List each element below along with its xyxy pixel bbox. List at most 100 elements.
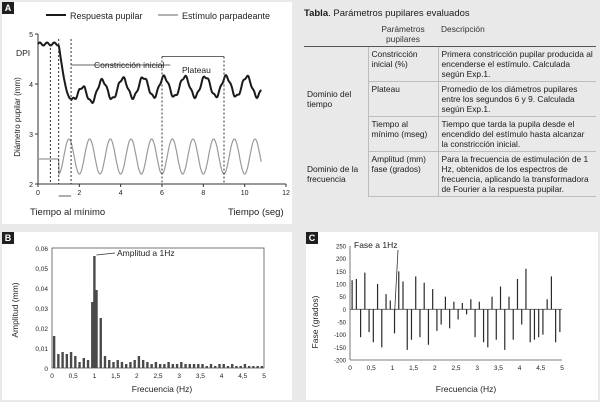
x-tick-label-b: 0 — [50, 373, 54, 380]
x-tick-label-c: 5 — [560, 365, 564, 372]
amplitude-bar — [52, 336, 56, 368]
x-tick-label-b: 1,5 — [111, 373, 120, 380]
y-axis-label-b: Amplitud (mm) — [10, 282, 20, 337]
y-tick-label-c: -50 — [337, 321, 346, 327]
amplitude-bar — [252, 366, 255, 368]
annotation-arrow-c — [394, 249, 399, 315]
amplitude-bar — [235, 366, 238, 368]
x-tick-label-c: 2,5 — [451, 365, 460, 372]
amplitude-bar — [78, 362, 81, 368]
panel-c-tag: C — [306, 232, 318, 244]
x-tick-label-b: 4 — [220, 373, 224, 380]
table-param: Plateau — [367, 81, 438, 117]
group-frecuencia: Dominio de la frecuencia — [307, 164, 359, 184]
x-tick-label-b: 3 — [177, 373, 181, 380]
amplitude-bar — [86, 360, 90, 368]
table-title-bold: Tabla — [304, 8, 329, 19]
amplitude-bar — [133, 360, 136, 368]
amplitude-bar — [158, 364, 162, 368]
amplitude-bar — [256, 366, 259, 368]
amplitude-bar — [184, 364, 187, 368]
x-tick-label-c: 0 — [348, 365, 352, 372]
x-tick-label-c: 1 — [391, 365, 395, 372]
amplitude-bar — [82, 358, 85, 368]
table-row: Dominio del tiempo Constricción inicial … — [304, 46, 596, 109]
amplitude-bar — [74, 356, 77, 368]
amplitude-bar — [93, 256, 96, 368]
x-axis-label-b: Frecuencia (Hz) — [132, 384, 193, 394]
table-title: Tabla. Parámetros pupilares evaluados — [304, 8, 470, 19]
table-row: Plateau Promedio de los diámetros pupila… — [304, 81, 596, 117]
amplitude-bar — [99, 318, 102, 368]
y-axis-label-c: Fase (grados) — [310, 295, 320, 348]
panel-b: B Amplitud (mm) Frecuencia (Hz) Amplitud… — [2, 232, 292, 400]
y-tick-label-c: 50 — [339, 295, 346, 301]
legend-stimulus-label: Estímulo parpadeante — [182, 11, 270, 21]
amplitude-bar — [231, 364, 234, 368]
amplitude-bar — [180, 362, 183, 368]
amplitude-bar — [137, 356, 141, 368]
time-to-min-label: Tiempo al mínimo — [30, 207, 105, 218]
amplitude-bar — [218, 364, 221, 368]
pupil-response-chart: Respuesta pupilar Estímulo parpadeante D… — [13, 11, 290, 218]
table-desc: Para la frecuencia de estimulación de 1 … — [437, 151, 596, 197]
x-tick-label-b: 1 — [93, 373, 97, 380]
annotation-fase: Fase a 1Hz — [354, 240, 397, 250]
amplitude-bar — [226, 366, 230, 368]
panel-a-tag: A — [2, 2, 14, 14]
x-tick-label-a: 4 — [119, 190, 123, 197]
amplitude-bar — [171, 364, 175, 368]
x-tick-label-c: 3,5 — [494, 365, 503, 372]
amplitude-bar — [205, 366, 208, 368]
x-tick-label-c: 4,5 — [536, 365, 545, 372]
legend-pupil-label: Respuesta pupilar — [70, 11, 143, 21]
amplitude-bar — [65, 354, 69, 368]
x-tick-label-b: 2 — [135, 373, 139, 380]
table-header-row: Parámetros pupilares Descripción — [304, 22, 596, 47]
y-tick-label-b: 0,04 — [35, 286, 48, 293]
amplitude-bar — [167, 362, 170, 368]
panel-a: A Respuesta pupilar Estímulo parpadeante… — [2, 2, 292, 224]
x-tick-label-a: 0 — [36, 190, 40, 197]
table-desc: Promedio de los diámetros pupilares entr… — [437, 81, 596, 117]
y-tick-label-b: 0,01 — [35, 346, 48, 353]
pupil-response-line — [37, 41, 262, 105]
table-param: Tiempo al mínimo (mseg) — [367, 116, 438, 152]
amplitude-bar — [108, 360, 111, 368]
amplitude-bar — [192, 364, 196, 368]
amplitude-bar — [112, 362, 115, 368]
amplitude-bar — [197, 364, 200, 368]
amplitude-bar — [239, 366, 242, 368]
y-tick-label-c: -150 — [334, 346, 347, 352]
time-axis-label: Tiempo (seg) — [228, 207, 284, 218]
y-axis-label-a: Diámetro pupilar (mm) — [13, 77, 22, 157]
table-row: Dominio de la frecuencia Amplitud (mm) f… — [304, 151, 596, 197]
x-tick-label-c: 4 — [518, 365, 522, 372]
amplitude-bar — [154, 362, 158, 368]
phase-spectrum-chart: Fase (grados) Frecuencia (Hz) Fase a 1Hz… — [310, 240, 564, 394]
amplitude-spectrum-chart: Amplitud (mm) Frecuencia (Hz) Amplitud a… — [10, 246, 266, 394]
x-tick-label-a: 12 — [282, 190, 290, 197]
amplitude-bar — [209, 364, 213, 368]
amplitude-bar — [175, 364, 179, 368]
amplitude-bar — [214, 366, 217, 368]
table-row: Tiempo al mínimo (mseg) Tiempo que tarda… — [304, 116, 596, 152]
y-tick-label-c: -100 — [334, 333, 347, 339]
table-header-descripcion: Descripción — [438, 22, 596, 47]
amplitude-bar — [116, 360, 119, 368]
table-header-empty — [304, 22, 368, 47]
y-tick-label-b: 0,02 — [35, 326, 48, 333]
x-tick-label-b: 5 — [262, 373, 266, 380]
y-tick-label-a: 4 — [29, 82, 33, 89]
x-tick-label-a: 2 — [77, 190, 81, 197]
y-tick-label-a: 2 — [29, 182, 33, 189]
x-tick-label-c: 1,5 — [409, 365, 418, 372]
amplitude-bar — [141, 360, 145, 368]
y-tick-label-c: 0 — [343, 308, 347, 314]
amplitude-bar — [95, 290, 98, 368]
x-tick-label-a: 6 — [160, 190, 164, 197]
plot-frame-b — [51, 247, 265, 369]
y-tick-label-c: 100 — [336, 283, 347, 289]
amplitude-bar — [243, 364, 247, 368]
x-tick-label-a: 8 — [201, 190, 205, 197]
